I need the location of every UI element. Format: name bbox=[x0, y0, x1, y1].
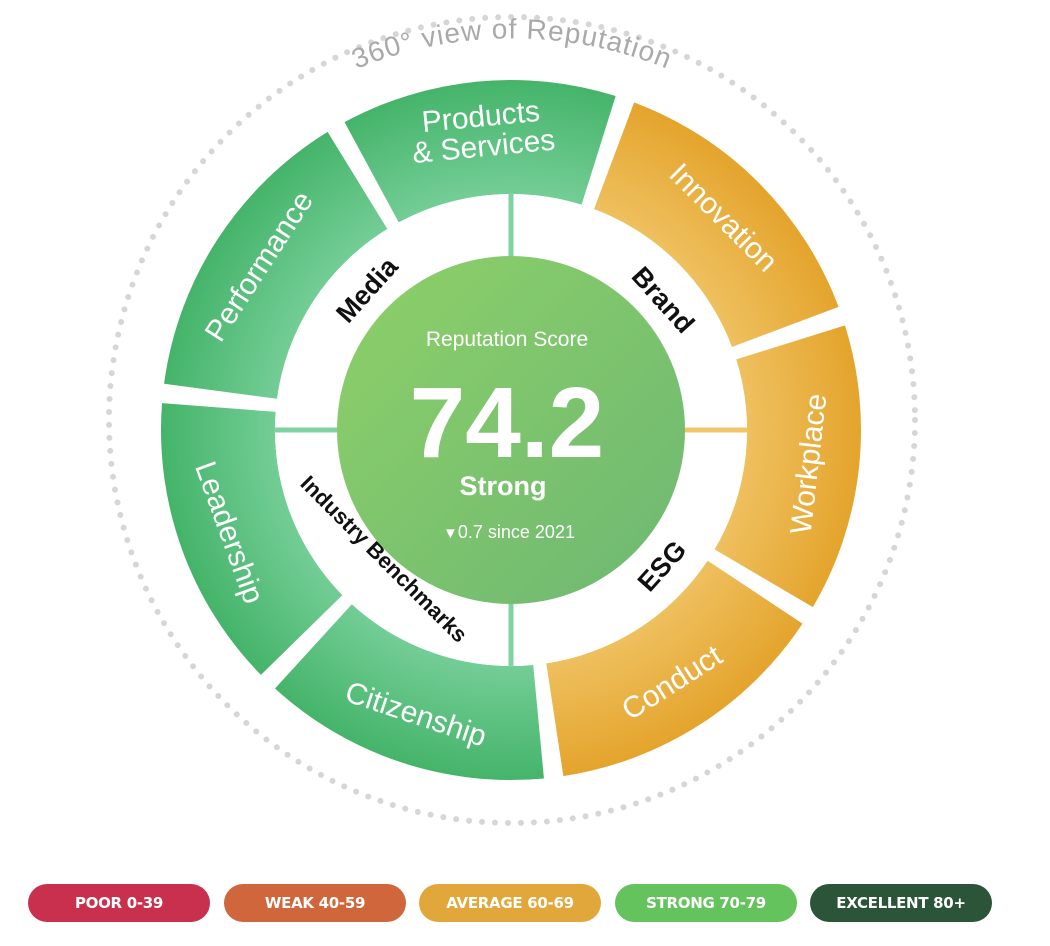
score-circle bbox=[337, 256, 685, 604]
segment-citizenship bbox=[274, 604, 544, 780]
legend-strong: STRONG 70-79 bbox=[615, 884, 797, 922]
diagram-title: 360° view of Reputation bbox=[347, 13, 676, 74]
segment-leadership bbox=[160, 403, 343, 675]
dotted-ring bbox=[106, 14, 918, 826]
segment-innovation bbox=[594, 102, 839, 347]
down-arrow-icon: ▼ bbox=[443, 525, 458, 542]
segment-workplace bbox=[714, 325, 861, 608]
legend-excellent: EXCELLENT 80+ bbox=[810, 884, 992, 922]
score-rating: Strong bbox=[460, 471, 547, 501]
segment-performance bbox=[164, 131, 388, 399]
segment-products-services bbox=[344, 80, 616, 223]
legend-weak: WEAK 40-59 bbox=[224, 884, 406, 922]
score-change: ▼0.7 since 2021 bbox=[443, 522, 575, 542]
legend-poor: POOR 0-39 bbox=[28, 884, 210, 922]
score-value: 74.2 bbox=[410, 367, 605, 479]
reputation-wheel: 360° view of Reputation Products& Servic… bbox=[106, 13, 918, 826]
score-caption: Reputation Score bbox=[426, 328, 588, 351]
segment-conduct bbox=[546, 560, 803, 777]
label-products-services: Products& Services bbox=[408, 93, 557, 169]
legend-average: AVERAGE 60-69 bbox=[419, 884, 601, 922]
score-legend: POOR 0-39 WEAK 40-59 AVERAGE 60-69 STRON… bbox=[28, 884, 998, 924]
